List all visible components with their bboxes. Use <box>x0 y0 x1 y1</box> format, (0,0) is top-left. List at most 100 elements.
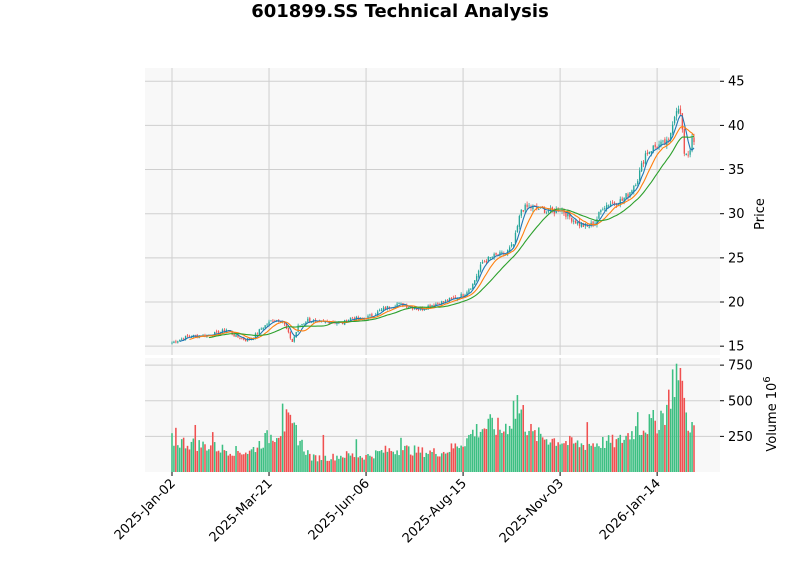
candlestick <box>679 105 682 115</box>
candle-body <box>415 308 418 310</box>
volume-bar <box>334 460 336 472</box>
volume-bar <box>534 430 536 472</box>
volume-bar <box>607 435 610 472</box>
volume-bar <box>277 437 280 472</box>
x-tick-label: 2025-Aug-15 <box>400 476 470 546</box>
candle-body <box>239 337 241 339</box>
candle-body <box>184 335 187 341</box>
candle-body <box>268 321 270 326</box>
volume-bar <box>537 427 540 472</box>
volume-bar <box>252 446 255 472</box>
volume-bar <box>373 458 375 472</box>
volume-bar <box>588 443 590 472</box>
price-tick-label: 15 <box>728 340 745 355</box>
volume-bar <box>223 450 226 472</box>
volume-bar <box>178 447 181 472</box>
volume-bar <box>188 449 191 472</box>
volume-bar <box>307 450 309 472</box>
volume-bar <box>439 456 441 472</box>
volume-bar <box>483 428 486 472</box>
volume-bar <box>276 438 278 472</box>
moving-average-lines <box>179 114 695 343</box>
candlestick <box>687 150 689 158</box>
candlestick <box>644 150 647 167</box>
volume-bar <box>341 457 344 472</box>
candlestick <box>289 331 292 340</box>
candle-body <box>621 198 623 201</box>
candle-body <box>582 223 585 227</box>
volume-bar <box>415 452 418 472</box>
volume-bar <box>266 430 268 472</box>
volume-bar <box>444 453 447 472</box>
volume-bar <box>526 435 528 472</box>
candle-body <box>613 202 616 204</box>
volume-bar <box>617 437 620 472</box>
candle-body <box>646 152 649 154</box>
volume-bar <box>683 397 686 472</box>
candle-body <box>640 163 643 172</box>
volume-bar <box>514 418 517 472</box>
candlestick <box>184 335 187 341</box>
volume-bar <box>427 453 429 472</box>
volume-bar <box>378 451 381 472</box>
candle-body <box>483 261 486 263</box>
volume-axis-label: Volume 106 <box>762 376 780 451</box>
volume-bar <box>664 424 666 472</box>
candle-body <box>181 338 183 340</box>
candle-body <box>569 213 571 218</box>
volume-bar <box>625 435 627 472</box>
volume-bar <box>173 445 175 472</box>
candlestick <box>662 139 664 145</box>
candle-body <box>188 336 191 338</box>
volume-bar <box>557 442 559 472</box>
candle-body <box>171 342 173 344</box>
volume-bar <box>673 397 676 472</box>
volume-bar <box>578 447 581 472</box>
candle-body <box>382 307 385 311</box>
volume-bar <box>411 455 414 472</box>
candle-body <box>328 322 330 324</box>
volume-bar <box>574 442 577 472</box>
volume-bar <box>386 451 389 472</box>
volume-bar <box>353 457 356 472</box>
candlestick <box>499 250 501 257</box>
volume-bar <box>429 450 431 472</box>
volume-bar <box>423 457 426 472</box>
candlestick <box>571 217 573 224</box>
volume-tick-label: 250 <box>728 430 753 445</box>
volume-bar <box>545 439 548 472</box>
volume-bar <box>448 451 451 472</box>
candle-body <box>441 301 443 305</box>
candlestick <box>685 153 687 156</box>
x-tick-label: 2025-Mar-21 <box>207 476 276 545</box>
candle-body <box>237 334 239 338</box>
candle-body <box>623 197 625 202</box>
candlestick <box>605 202 608 212</box>
candlestick <box>291 338 293 342</box>
candle-body <box>289 331 292 339</box>
volume-bar <box>314 455 317 472</box>
volume-bar <box>586 422 589 472</box>
price-tick-label: 45 <box>728 75 745 90</box>
volume-bar <box>660 410 662 472</box>
volume-bar <box>260 448 263 472</box>
volume-bar <box>462 446 464 472</box>
candlestick <box>285 323 288 330</box>
volume-bar <box>258 441 261 472</box>
volume-bar <box>340 455 342 472</box>
candlestick <box>474 280 476 286</box>
volume-bar <box>619 434 622 472</box>
candlestick <box>495 252 497 256</box>
candle-body <box>691 137 693 151</box>
volume-bar <box>609 442 612 472</box>
candle-body <box>367 315 369 320</box>
volume-bar <box>532 431 534 472</box>
volume-bar <box>450 443 453 472</box>
candle-body <box>526 204 528 207</box>
volume-bar <box>388 448 391 472</box>
candle-body <box>532 205 534 210</box>
candle-body <box>648 151 651 154</box>
candlestick <box>270 320 272 322</box>
candle-body <box>644 153 647 165</box>
candlestick <box>481 259 484 264</box>
